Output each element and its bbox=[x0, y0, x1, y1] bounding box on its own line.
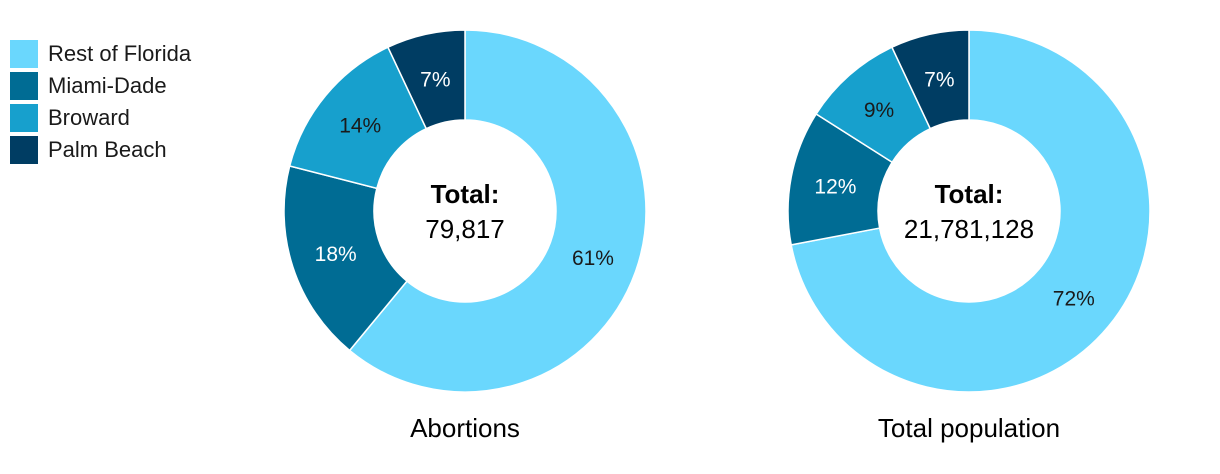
legend-label: Broward bbox=[48, 105, 130, 130]
legend-swatch bbox=[10, 40, 38, 68]
center-total-value: 21,781,128 bbox=[904, 214, 1034, 244]
legend-label: Miami-Dade bbox=[48, 73, 167, 98]
center-total-label: Total: bbox=[431, 179, 500, 209]
slice-label-miami-dade: 18% bbox=[315, 243, 357, 266]
legend-swatch bbox=[10, 136, 38, 164]
chart-title: Abortions bbox=[410, 413, 520, 443]
donut-chart-abortions: Total: 79,817 Abortions 61% 18% 14% 7% bbox=[283, 29, 647, 443]
chart-title: Total population bbox=[878, 413, 1060, 443]
legend-item-rest-of-florida: Rest of Florida bbox=[10, 38, 191, 70]
legend-swatch bbox=[10, 104, 38, 132]
donut-chart-total-population: Total: 21,781,128 Total population 72% 12… bbox=[787, 29, 1151, 443]
center-total-value: 79,817 bbox=[425, 214, 505, 244]
legend-item-broward: Broward bbox=[10, 102, 191, 134]
legend-label: Rest of Florida bbox=[48, 41, 192, 66]
slice-rest-of-florida bbox=[790, 29, 1151, 393]
slice-label-broward: 14% bbox=[339, 114, 381, 137]
legend-swatch bbox=[10, 72, 38, 100]
slice-label-broward: 9% bbox=[864, 99, 894, 122]
legend-item-palm-beach: Palm Beach bbox=[10, 134, 191, 166]
legend-item-miami-dade: Miami-Dade bbox=[10, 70, 191, 102]
slice-label-palm-beach: 7% bbox=[924, 68, 954, 91]
slice-label-rest-of-florida: 72% bbox=[1053, 288, 1095, 311]
slice-label-miami-dade: 12% bbox=[814, 176, 856, 199]
legend-label: Palm Beach bbox=[48, 137, 167, 162]
center-total-label: Total: bbox=[935, 179, 1004, 209]
donut-hole bbox=[878, 120, 1060, 302]
donut-hole bbox=[374, 120, 556, 302]
legend: Rest of Florida Miami-Dade Broward Palm … bbox=[10, 38, 191, 166]
slice-label-rest-of-florida: 61% bbox=[572, 247, 614, 270]
slice-label-palm-beach: 7% bbox=[420, 68, 450, 91]
